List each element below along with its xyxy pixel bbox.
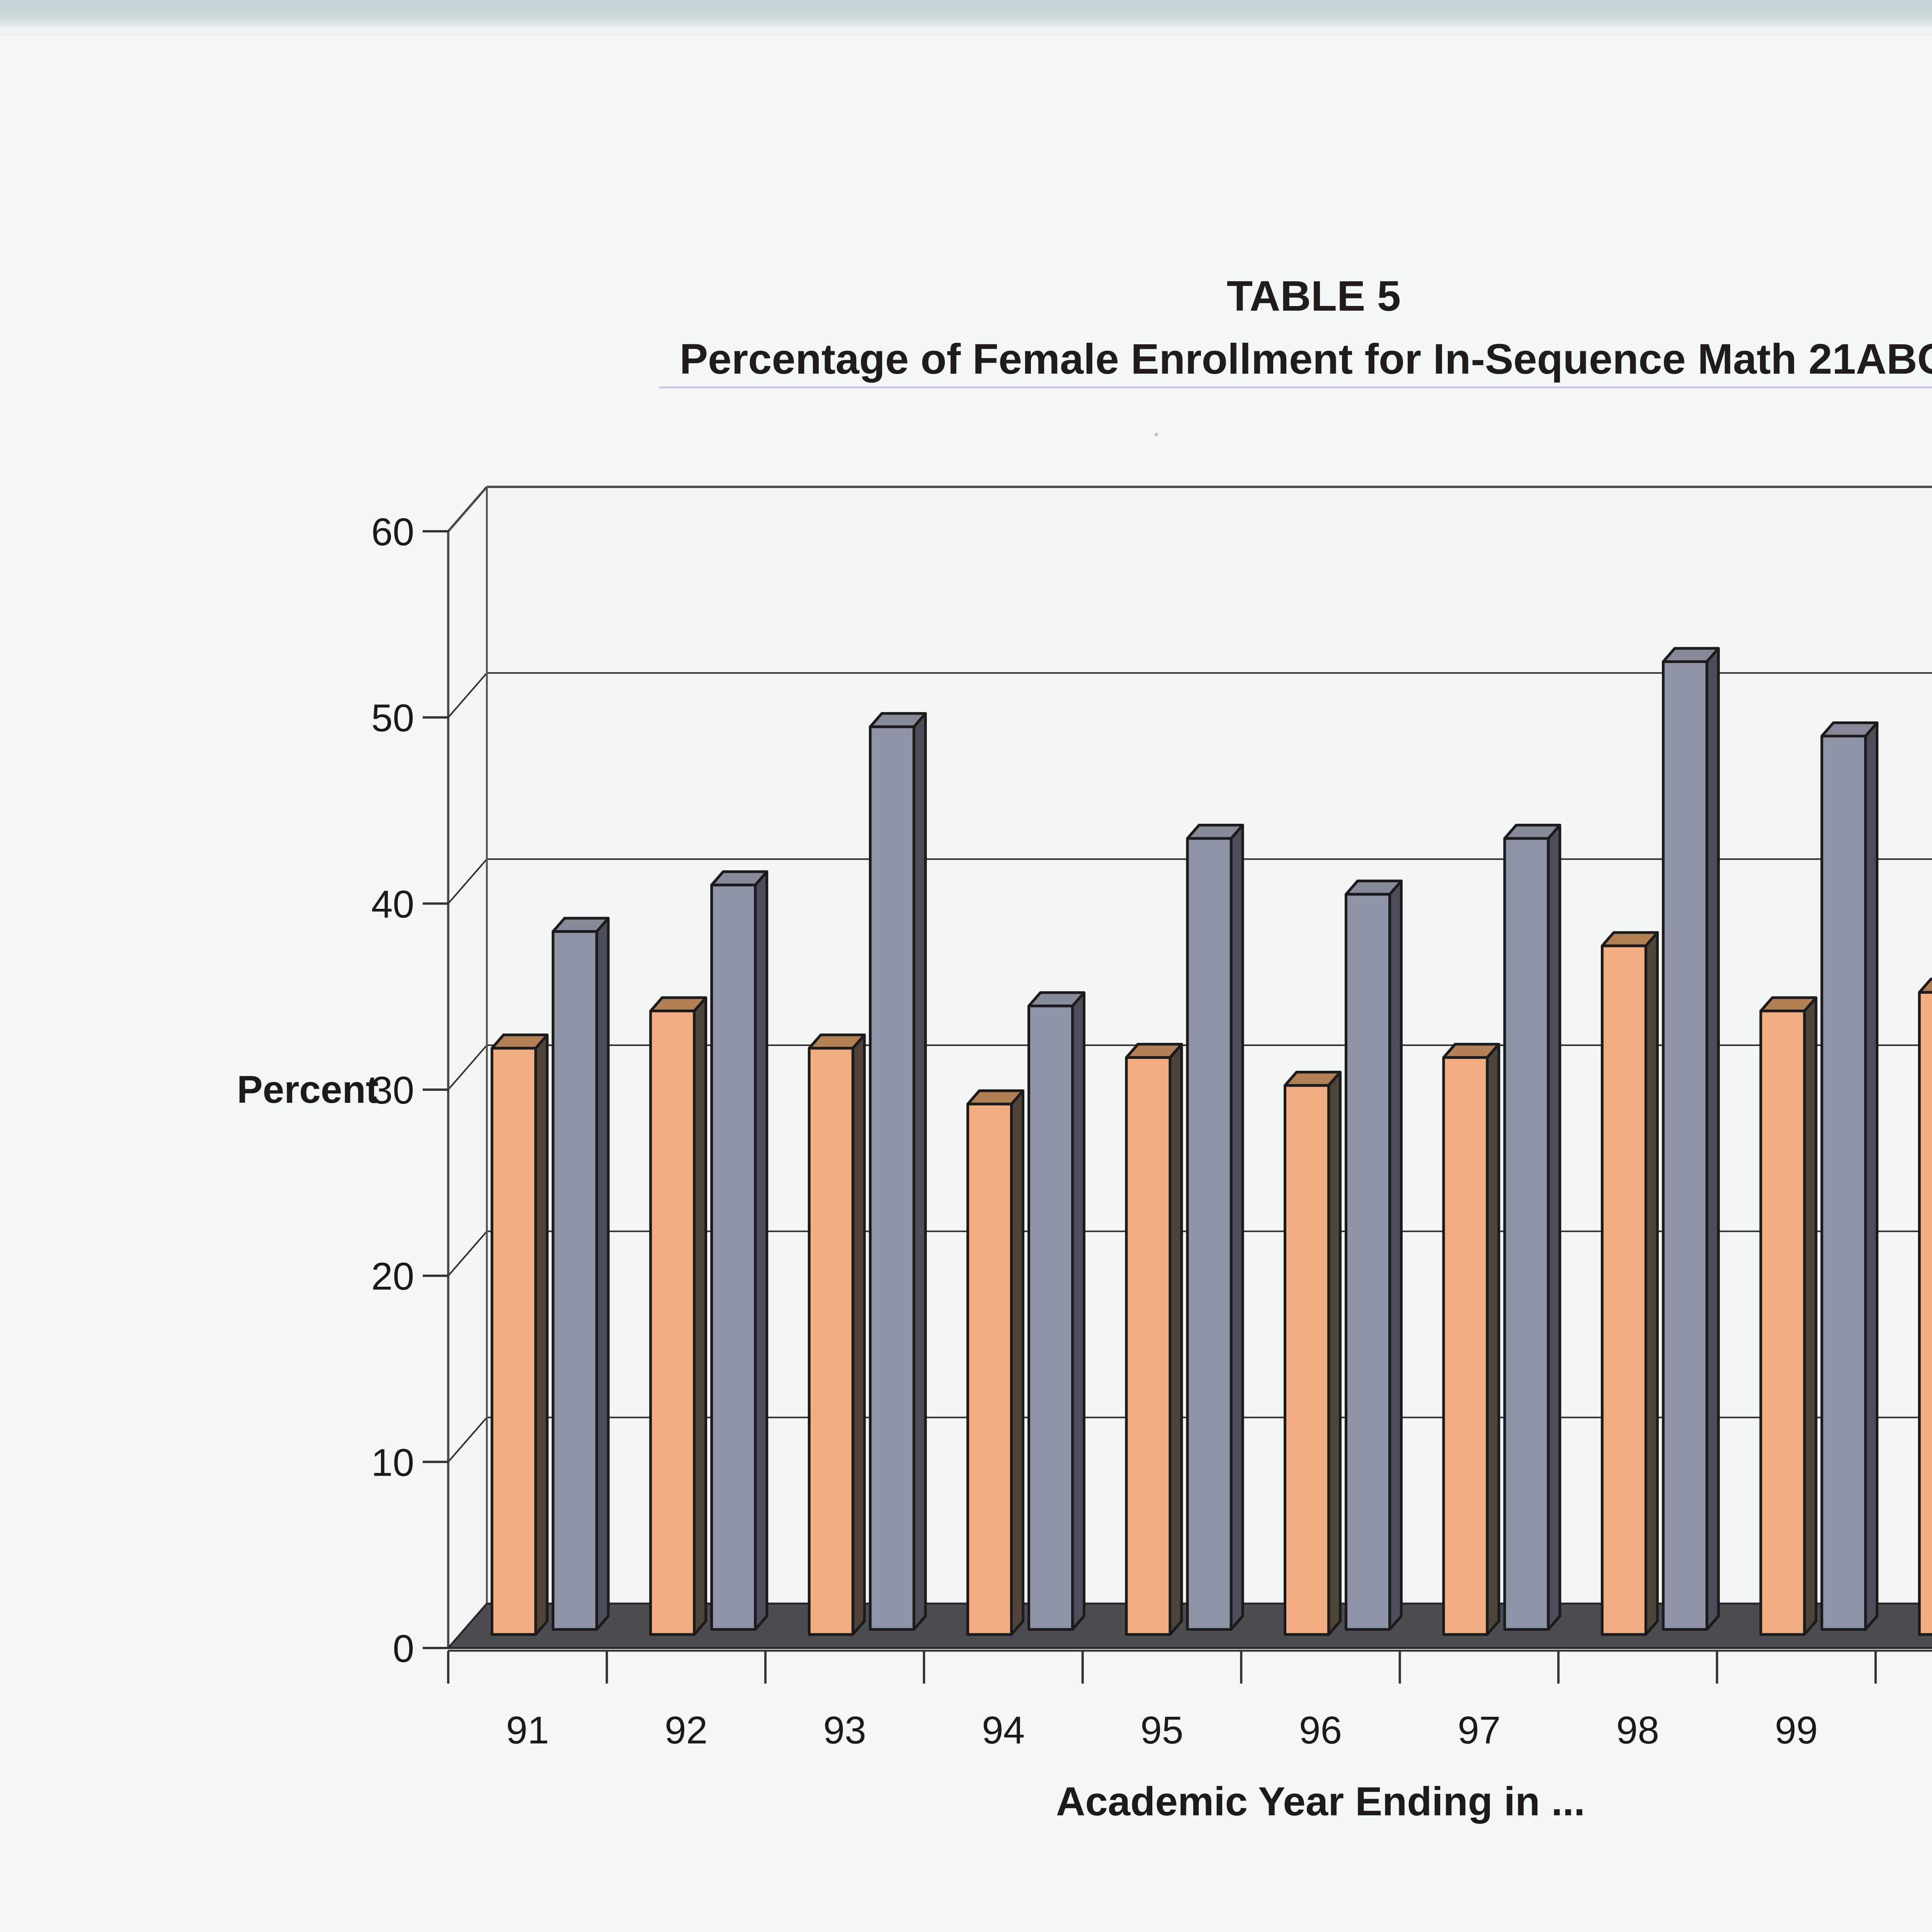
y-tick-label-50: 50 [371, 697, 414, 740]
bar-ESP-98-top [1662, 647, 1720, 663]
x-category-label-95: 95 [1140, 1709, 1183, 1752]
y-tick-label-40: 40 [371, 883, 414, 926]
x-category-label-96: 96 [1299, 1709, 1342, 1752]
bar-ALL-95-side [1168, 1043, 1183, 1636]
bar-ALL-98-top [1600, 931, 1659, 947]
bar-ALL-95-front [1125, 1056, 1172, 1636]
scan-artifact-top-strip-fade [0, 29, 1932, 36]
bar-ALL-96-front [1284, 1084, 1330, 1636]
bar-ALL-92-side [693, 996, 707, 1636]
bar-ESP-96-front [1345, 893, 1391, 1631]
bar-ALL-99-side [1803, 996, 1818, 1636]
bar-ESP-92-side [754, 870, 769, 1631]
chart-title: TABLE 5 Percentage of Female Enrollment … [309, 275, 1932, 381]
bar-ALL-96-top [1284, 1071, 1342, 1087]
bar-ESP-98-side [1705, 647, 1720, 1631]
scan-artifact-top-strip [0, 0, 1932, 29]
y-tick-label-20: 20 [371, 1255, 414, 1298]
bar-ESP-93-top [869, 712, 927, 728]
gridline-connector-50 [447, 672, 488, 718]
bar-ESP-95-front [1186, 837, 1233, 1631]
x-category-label-98: 98 [1616, 1709, 1659, 1752]
bar-ESP-92-top [710, 870, 769, 886]
y-tick-label-10: 10 [371, 1441, 414, 1484]
bar-ALL-91-front [490, 1047, 537, 1636]
bar-ALL-99-top [1759, 996, 1818, 1012]
x-category-label-91: 91 [506, 1709, 549, 1752]
bar-ALL-93-top [808, 1033, 866, 1050]
top-corner-edge [447, 486, 488, 532]
bar-ALL-99-front [1759, 1009, 1806, 1636]
bar-ALL-98-side [1644, 931, 1659, 1636]
gridline-connector-20 [447, 1231, 488, 1276]
y-tick-label-60: 60 [371, 510, 414, 554]
bar-ESP-97-side [1547, 823, 1561, 1631]
x-category-label-97: 97 [1458, 1709, 1500, 1752]
bar-ALL-0-front [1918, 991, 1932, 1636]
bar-ESP-94-top [1027, 991, 1086, 1007]
bar-ESP-99-top [1820, 721, 1879, 738]
bar-ALL-92-front [649, 1009, 696, 1636]
x-category-label-92: 92 [665, 1709, 707, 1752]
bar-ESP-91-top [551, 917, 610, 933]
bar-ESP-91-front [551, 930, 598, 1631]
bar-ESP-97-top [1503, 823, 1561, 840]
bar-ALL-94-front [966, 1102, 1013, 1636]
chart-title-line1: TABLE 5 [1226, 272, 1401, 320]
bar-ESP-98-front [1662, 660, 1708, 1631]
x-category-label-99: 99 [1775, 1709, 1818, 1752]
y-tick-label-0: 0 [393, 1627, 414, 1670]
bar-ESP-95-top [1186, 823, 1244, 840]
bar-ESP-94-front [1027, 1004, 1074, 1631]
x-category-label-93: 93 [823, 1709, 866, 1752]
y-axis-title: Percent [237, 1068, 379, 1111]
x-category-label-94: 94 [982, 1709, 1025, 1752]
bar-ALL-97-side [1486, 1043, 1500, 1636]
gridline-connector-10 [447, 1417, 488, 1463]
chart-title-line2: Percentage of Female Enrollment for In-S… [679, 335, 1932, 383]
bar-ESP-96-top [1345, 879, 1403, 896]
bar-ESP-93-side [912, 712, 927, 1631]
gridline-connector-40 [447, 859, 488, 904]
bar-ALL-91-top [490, 1033, 549, 1050]
bar-ALL-94-top [966, 1089, 1025, 1105]
bar-ESP-93-front [869, 725, 915, 1631]
bar-ESP-99-front [1820, 735, 1867, 1631]
bar-ESP-99-side [1864, 721, 1879, 1631]
bar-ALL-0-top [1918, 978, 1932, 994]
bar-ALL-91-side [534, 1033, 549, 1636]
bar-ESP-94-side [1071, 991, 1086, 1631]
bar-ESP-91-side [595, 917, 610, 1631]
bar-ALL-98-front [1600, 944, 1647, 1636]
bar-ALL-97-top [1442, 1043, 1500, 1059]
bar-ALL-94-side [1010, 1089, 1025, 1636]
gridline-connector-30 [447, 1044, 488, 1090]
scan-artifact-blue-pen-line [659, 386, 1932, 388]
bar-ESP-92-front [710, 883, 757, 1631]
x-axis-title: Academic Year Ending in ... [1056, 1779, 1585, 1824]
scan-artifact-dot [1155, 433, 1158, 436]
y-tick-label-30: 30 [371, 1069, 414, 1112]
bar-ALL-96-side [1327, 1071, 1342, 1636]
bar-ESP-95-side [1230, 823, 1244, 1631]
bar-ALL-93-side [851, 1033, 866, 1636]
bar-ALL-93-front [808, 1047, 854, 1636]
bar-ALL-97-front [1442, 1056, 1489, 1636]
bar-ALL-92-top [649, 996, 707, 1012]
bar-ESP-97-front [1503, 837, 1550, 1631]
bar-ALL-95-top [1125, 1043, 1183, 1059]
bar-ESP-96-side [1388, 879, 1403, 1631]
